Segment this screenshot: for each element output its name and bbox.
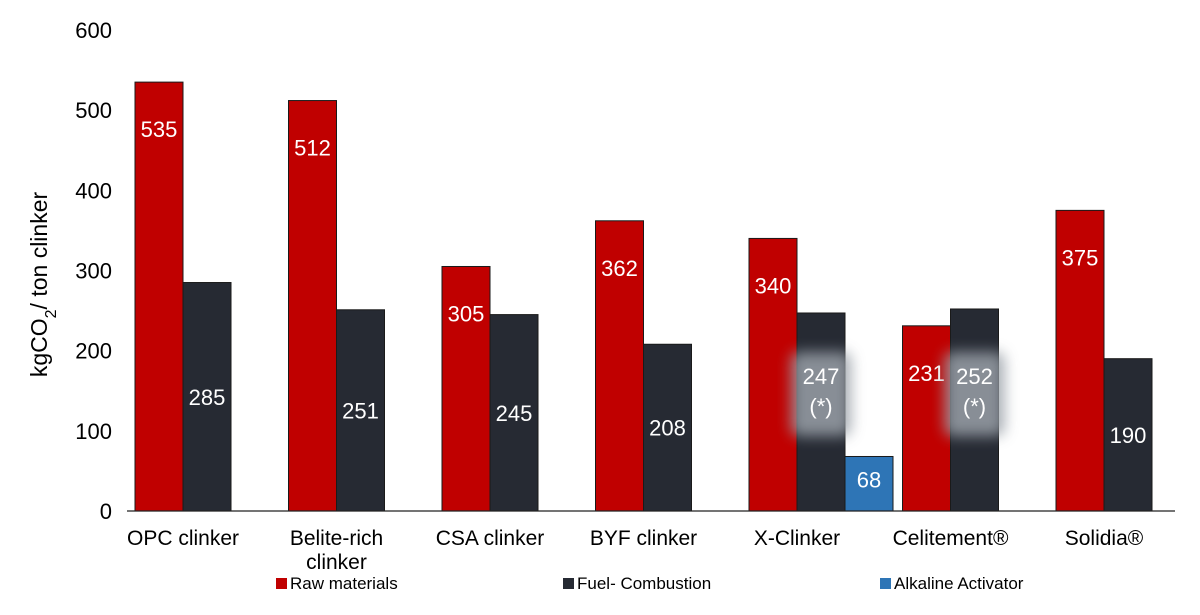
data-label: 251 <box>342 398 379 423</box>
data-label: 190 <box>1110 423 1147 448</box>
data-label: 245 <box>496 401 533 426</box>
bar-fuel-combustion <box>489 314 539 512</box>
label-highlight <box>791 352 851 436</box>
bar-fuel-combustion <box>336 309 385 512</box>
data-label: 375 <box>1062 245 1099 270</box>
bar-raw-materials <box>902 325 951 512</box>
legend: Raw materials Fuel- Combustion Alkaline Ac… <box>276 574 1024 593</box>
data-label: 252 <box>956 364 993 389</box>
legend-swatch <box>276 578 287 589</box>
data-label: 535 <box>141 117 178 142</box>
bar-raw-materials <box>441 265 491 512</box>
y-tick-label: 600 <box>75 18 112 43</box>
data-label: 231 <box>908 361 945 386</box>
bar-alkaline-activator <box>844 455 894 512</box>
y-tick-label: 500 <box>75 98 112 123</box>
data-label: 362 <box>601 256 638 281</box>
data-label: 68 <box>857 467 881 492</box>
data-label-note: (*) <box>963 394 986 419</box>
bar-raw-materials <box>595 220 644 512</box>
x-tick-label: BYF clinker <box>590 527 697 550</box>
y-axis-label: kgCO2/ ton clinker <box>26 192 60 378</box>
x-tick-label: Belite-rich <box>290 527 383 550</box>
y-tick-label: 0 <box>100 499 112 524</box>
bar-raw-materials <box>134 81 184 512</box>
data-label: 247 <box>803 364 840 389</box>
data-label-note: (*) <box>809 394 832 419</box>
data-label: 340 <box>755 273 792 298</box>
data-label: 285 <box>189 385 226 410</box>
bar-fuel-combustion <box>643 343 692 512</box>
y-tick-label: 200 <box>75 339 112 364</box>
x-tick-label: OPC clinker <box>127 527 239 550</box>
x-tick-label: Solidia® <box>1065 527 1144 550</box>
x-tick-label: Celitement® <box>893 527 1009 550</box>
bar-raw-materials <box>288 100 337 512</box>
legend-label: Alkaline Activator <box>894 574 1024 593</box>
y-tick-label: 300 <box>75 259 112 284</box>
data-label: 512 <box>294 136 331 161</box>
x-tick-label: CSA clinker <box>436 527 545 550</box>
legend-swatch <box>880 578 891 589</box>
legend-label: Raw materials <box>290 574 398 593</box>
x-tick-label: clinker <box>306 551 367 574</box>
bar-fuel-combustion <box>182 282 232 512</box>
data-label: 305 <box>448 301 485 326</box>
x-tick-label: X-Clinker <box>754 527 840 550</box>
bar-raw-materials <box>1055 209 1105 512</box>
data-label: 208 <box>649 416 686 441</box>
y-tick-label: 400 <box>75 178 112 203</box>
y-axis-title: kgCO2/ ton clinker <box>26 192 60 378</box>
bars: 535 285 512 251 305 245 362 208 340 247 (*) 68 231 25… <box>134 81 1153 512</box>
bar-fuel-combustion <box>1103 358 1153 512</box>
y-axis-ticks: 0 100 200 300 400 500 600 <box>75 18 112 524</box>
legend-label: Fuel- Combustion <box>577 574 711 593</box>
legend-swatch <box>563 578 574 589</box>
label-highlight <box>944 352 1005 436</box>
y-tick-label: 100 <box>75 419 112 444</box>
